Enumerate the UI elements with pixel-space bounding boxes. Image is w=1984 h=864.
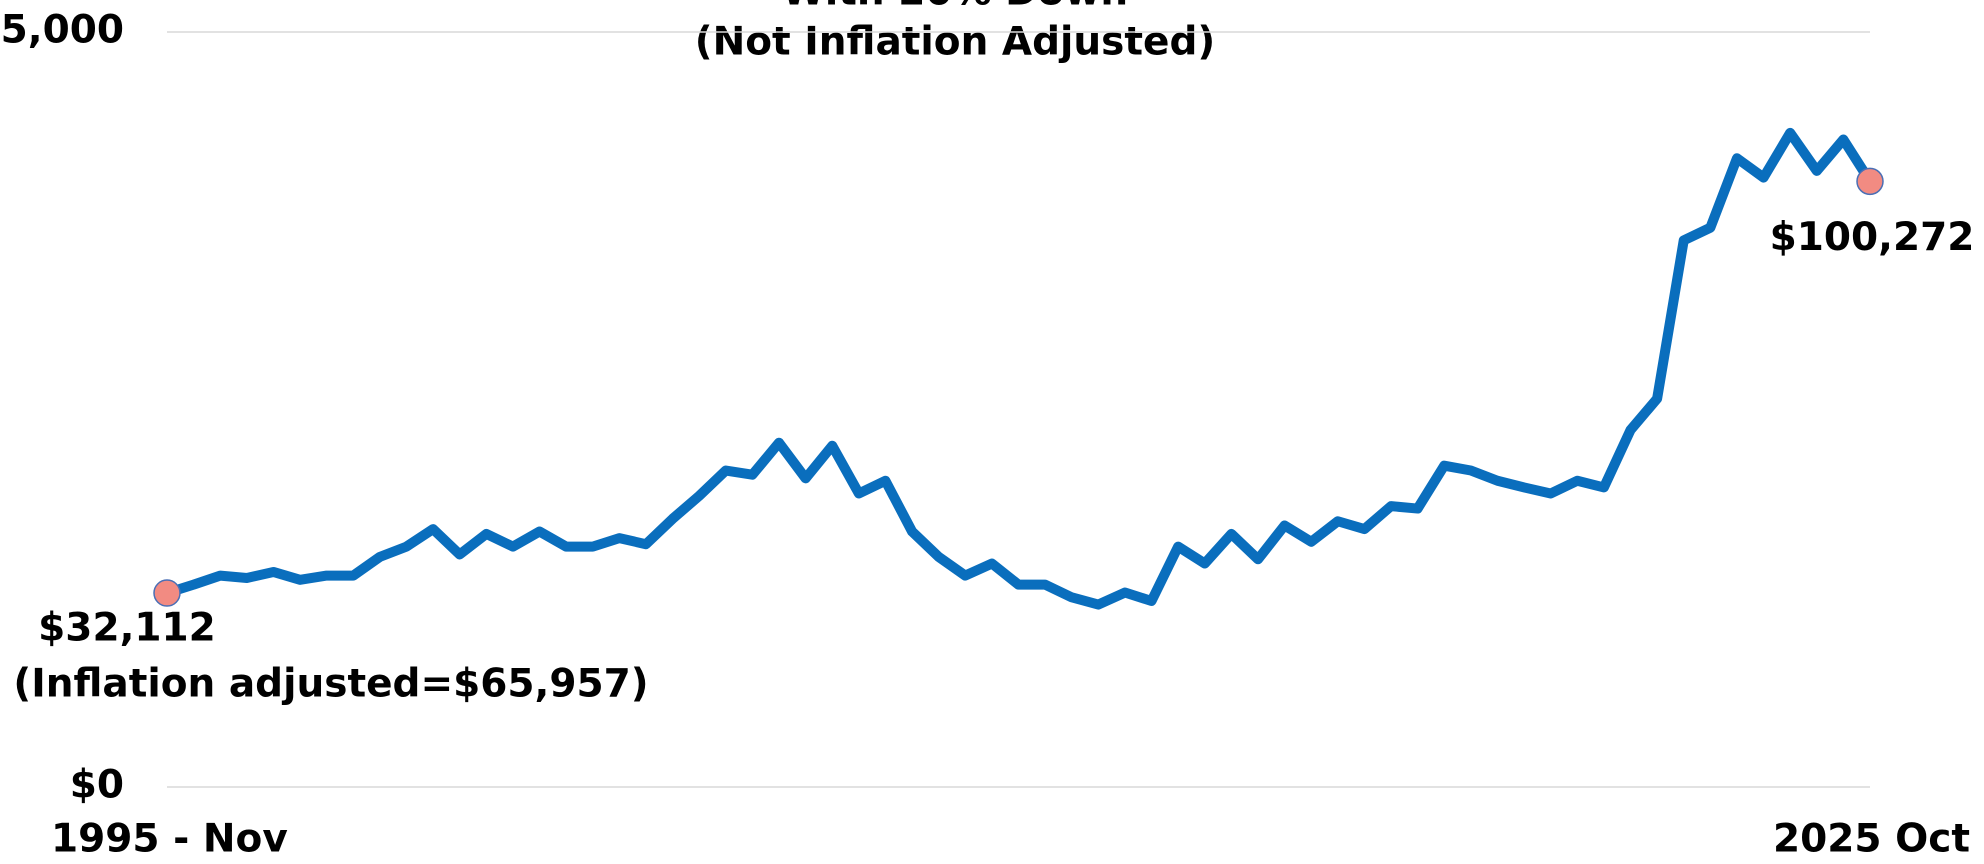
marker [1856, 167, 1884, 196]
data-label: $32,112 [38, 606, 216, 651]
marker [153, 579, 181, 607]
chart-subtitle: (Not Inflation Adjusted) [695, 20, 1215, 65]
chart-title: With 20% Down [782, 0, 1128, 15]
data-label: $100,272 [1770, 215, 1975, 260]
x-tick-label: 1995 - Nov [51, 817, 288, 862]
y-tick-label: $0 [70, 763, 124, 808]
line-series [162, 127, 1875, 610]
y-tick-label: $125,000 [0, 8, 124, 53]
annotation: (Inflation adjusted=$65,957) [13, 662, 648, 707]
x-tick-label: 2025 Oct [1773, 817, 1970, 862]
